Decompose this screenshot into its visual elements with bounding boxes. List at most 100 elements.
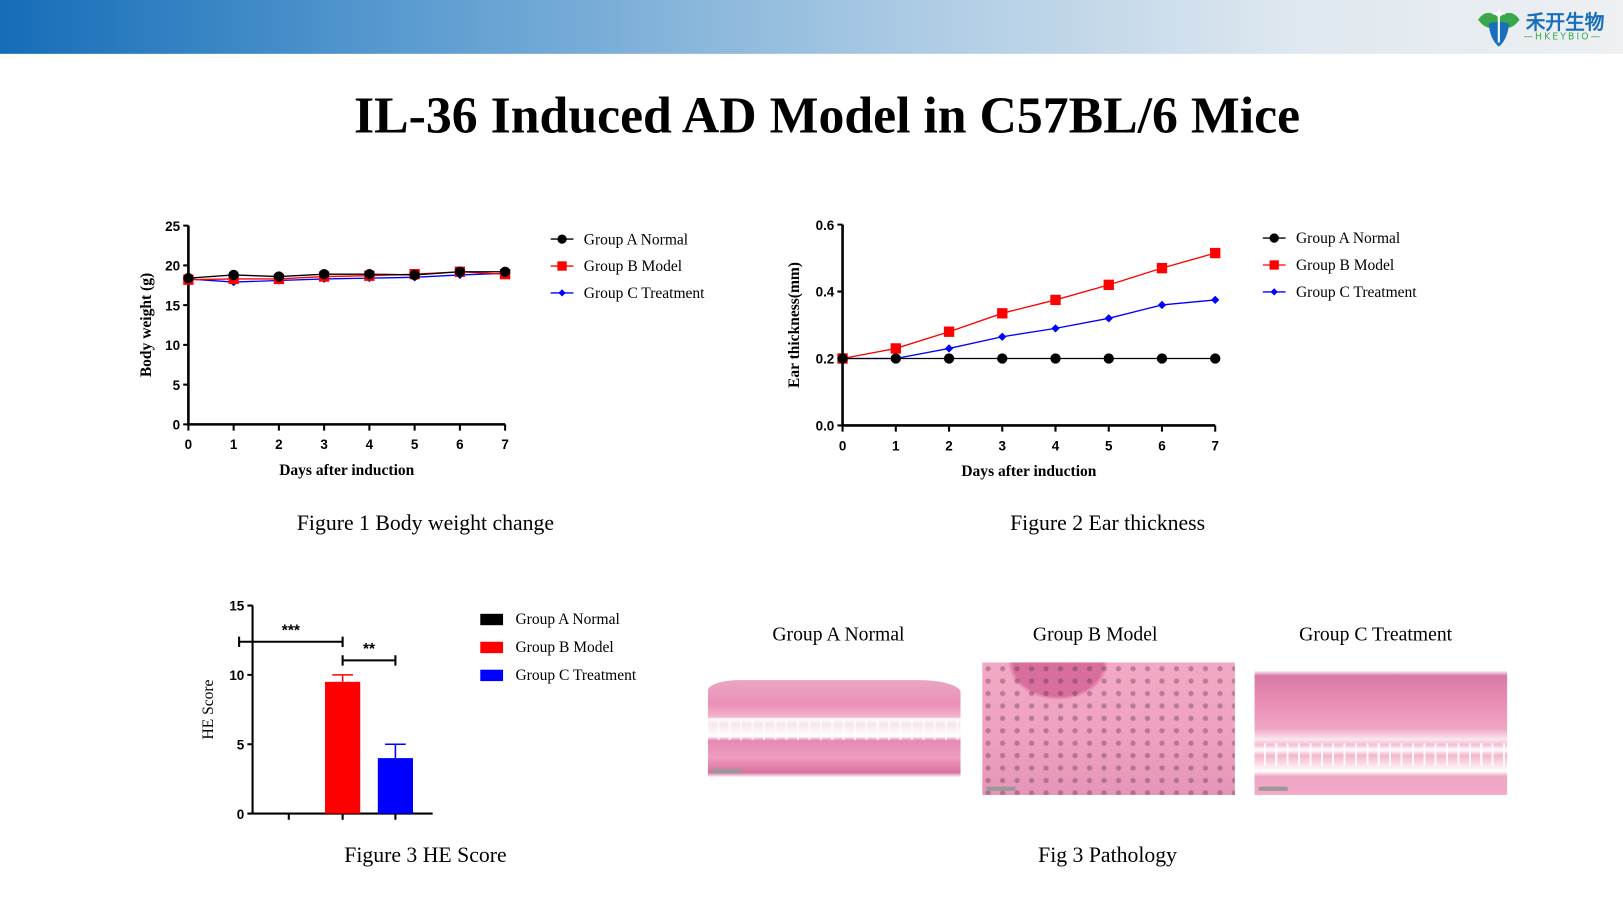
series-line-2 — [188, 272, 506, 283]
scale-bar — [712, 769, 742, 774]
series-line-1 — [842, 252, 1216, 360]
circle-marker — [1103, 353, 1114, 364]
circle-marker — [273, 271, 285, 282]
x-axis-label: Days after induction — [279, 462, 414, 479]
circle-marker — [454, 266, 466, 277]
legend-label: Group A Normal — [1296, 230, 1400, 247]
hkeybio-logo: 禾开生物 —HKEYBIO— — [1476, 5, 1605, 48]
y-tick-label: 0.2 — [816, 352, 835, 367]
x-tick-label: 1 — [892, 438, 900, 453]
histology-image-model — [982, 662, 1235, 795]
page-title: IL-36 Induced AD Model in C57BL/6 Mice — [354, 85, 1301, 144]
y-tick-label: 25 — [165, 219, 180, 234]
figure2-caption: Figure 2 Ear thickness — [1010, 510, 1206, 536]
significance-bracket — [238, 636, 344, 647]
circle-marker — [943, 353, 955, 364]
x-tick-label: 6 — [456, 437, 463, 452]
legend-label: Group B Model — [515, 639, 613, 656]
square-marker — [890, 343, 901, 354]
x-tick-label: 7 — [501, 437, 508, 452]
circle-marker — [1210, 353, 1221, 364]
pathology-label-b: Group B Model — [1032, 624, 1158, 646]
y-axis-label: HE Score — [200, 680, 217, 740]
figure3-caption: Figure 3 HE Score — [344, 842, 507, 868]
y-tick-label: 5 — [237, 737, 245, 752]
legend-label: Group B Model — [1296, 257, 1394, 274]
significance-label: ** — [363, 641, 376, 658]
y-tick-label: 15 — [229, 599, 244, 614]
y-tick-label: 20 — [165, 259, 180, 274]
y-tick-label: 0.4 — [816, 285, 835, 300]
pathology-caption: Fig 3 Pathology — [1038, 842, 1178, 868]
x-tick-label: 2 — [945, 438, 952, 453]
square-marker — [997, 308, 1008, 319]
legend-swatch — [480, 641, 504, 654]
y-axis-label: Ear thickness(mm) — [786, 262, 803, 388]
significance-bracket — [341, 655, 397, 666]
square-marker — [943, 326, 955, 337]
diamond-marker — [1051, 324, 1060, 333]
circle-marker — [557, 234, 567, 244]
x-tick-label: 7 — [1211, 438, 1218, 453]
figure1-caption: Figure 1 Body weight change — [296, 510, 555, 536]
legend-swatch — [480, 669, 504, 682]
histology-image-treatment — [1254, 662, 1508, 795]
legend-label: Group A Normal — [584, 231, 688, 248]
y-tick-label: 10 — [229, 668, 244, 683]
diamond-marker — [558, 289, 566, 297]
square-marker — [1103, 279, 1114, 291]
x-axis-label: Days after induction — [961, 463, 1096, 480]
series-line-2 — [842, 299, 1216, 360]
series-line-0 — [188, 271, 506, 279]
x-tick-label: 4 — [366, 437, 374, 452]
leaf-logo-icon — [1478, 9, 1520, 47]
circle-marker — [318, 268, 330, 280]
histology-image-normal — [708, 680, 961, 778]
y-tick-label: 0.6 — [816, 218, 835, 233]
legend-label: Group C Treatment — [1296, 284, 1417, 301]
square-marker — [1210, 247, 1221, 259]
x-tick-label: 2 — [275, 437, 282, 452]
legend-label: Group A Normal — [515, 611, 619, 628]
diamond-marker — [944, 344, 954, 353]
pathology-label-a: Group A Normal — [772, 624, 905, 646]
legend-swatch — [480, 613, 504, 626]
x-tick-label: 5 — [1105, 438, 1113, 453]
x-tick-label: 6 — [1158, 438, 1165, 453]
error-bar-1 — [332, 674, 353, 682]
y-tick-label: 5 — [173, 378, 181, 393]
x-tick-label: 3 — [999, 438, 1006, 453]
square-marker — [1156, 262, 1168, 274]
circle-marker — [997, 353, 1008, 364]
diamond-marker — [998, 332, 1007, 341]
diamond-marker — [1270, 288, 1278, 296]
circle-marker — [1050, 353, 1061, 364]
legend-label: Group C Treatment — [515, 667, 636, 684]
y-axis-label: Body weight (g) — [138, 273, 155, 377]
y-tick-label: 0 — [173, 418, 180, 433]
circle-marker — [364, 268, 375, 280]
circle-marker — [837, 353, 848, 364]
x-tick-label: 0 — [185, 437, 192, 452]
bar-2 — [377, 758, 414, 814]
square-marker — [557, 261, 567, 271]
diamond-marker — [1211, 295, 1220, 305]
x-tick-label: 0 — [839, 438, 846, 453]
significance-label: *** — [282, 623, 301, 640]
circle-marker — [499, 266, 511, 277]
circle-marker — [228, 269, 239, 281]
pathology-label-c: Group C Treatment — [1299, 624, 1453, 646]
bar-1 — [325, 681, 361, 814]
circle-marker — [890, 353, 901, 364]
scale-bar — [1258, 786, 1288, 791]
scale-bar — [986, 786, 1016, 791]
circle-marker — [1269, 233, 1279, 243]
ear-thickness-chart: 0.0 0.2 0.4 0.6 0 1 2 3 4 5 6 7 Days after induction… — [786, 218, 1417, 480]
diamond-marker — [1104, 314, 1113, 323]
x-tick-label: 5 — [411, 437, 419, 452]
error-bar-2 — [385, 743, 406, 759]
square-marker — [1269, 260, 1279, 270]
y-tick-label: 0 — [237, 807, 244, 822]
legend-label: Group C Treatment — [584, 285, 705, 302]
circle-marker — [183, 272, 194, 284]
